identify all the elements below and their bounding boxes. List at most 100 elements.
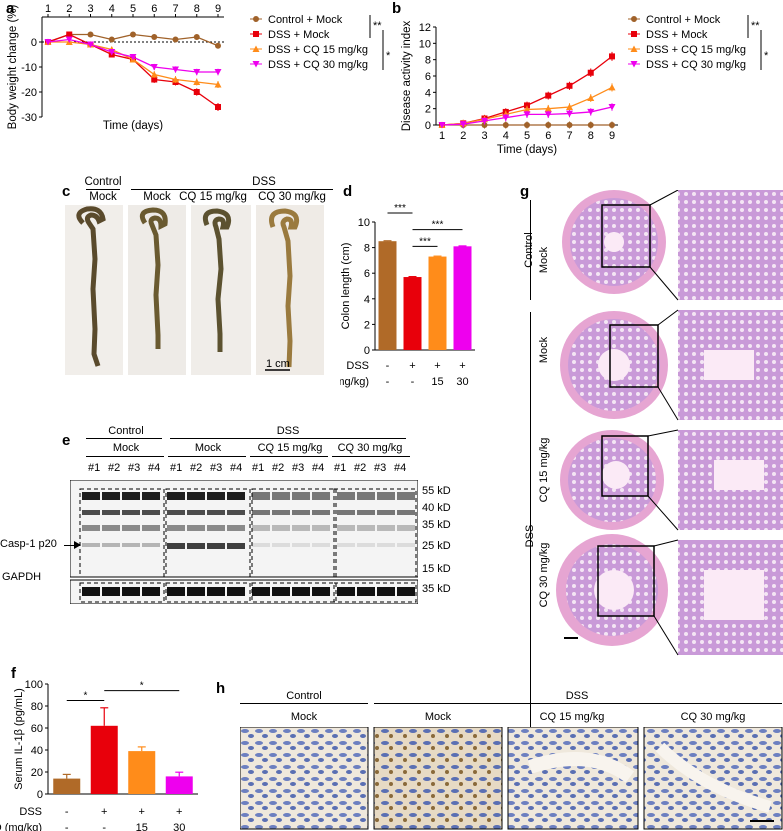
band-casp1-p20 [357,543,375,547]
e-control-line [86,438,162,439]
x-tick-label: 2 [460,130,466,142]
y-tick-label: 8 [364,243,370,255]
lane-label: #3 [128,462,141,474]
h-header-dss: DSS [565,690,589,702]
c-label-cq15: CQ 15 mg/kg [179,191,247,203]
g-label-cq30: CQ 30 mg/kg [538,542,550,608]
e-sub-cq30: CQ 30 mg/kg [337,442,403,454]
data-point [544,105,552,112]
data-point [608,104,616,111]
band-gapdh [142,587,160,596]
x-axis-label: Time (days) [497,144,557,156]
h-control-line [240,703,368,704]
panel-label-h: h [216,680,226,697]
arrow-right-icon [74,541,81,549]
band-35kd [272,525,290,531]
y-tick-label: 10 [358,217,370,229]
data-point [193,89,200,95]
row-label-cq: CQ (mg/kg) [340,376,369,388]
panel-label-f: f [11,665,16,682]
band-casp1-p20 [167,543,185,549]
band-40kd [207,510,225,515]
y-tick-label: 40 [31,745,43,757]
band-55kd [252,492,270,500]
data-point [566,103,573,111]
band-55kd [312,492,330,500]
band-55kd [142,492,160,500]
band-35kd [82,525,100,531]
legend-marker [630,61,638,68]
band-40kd [187,510,205,515]
band-casp1-p20 [397,543,415,547]
cq-row-value: 30 [173,822,185,831]
x-tick-label: 5 [524,130,530,142]
data-point [609,53,615,60]
colon-photo-panel [65,205,324,375]
band-35kd [292,525,310,531]
legend-label: Control + Mock [646,14,721,26]
cq-row-value: - [411,376,415,388]
band-55kd [337,492,355,500]
band-gapdh [292,587,310,596]
legend-label: DSS + Mock [268,29,330,41]
data-point [44,39,52,46]
legend-marker [252,61,260,68]
bar [453,246,472,350]
colon-dss-cq15 [202,208,232,352]
e-header-dss: DSS [276,425,300,437]
x-tick-label: 9 [215,3,221,15]
band-35kd [397,525,415,531]
h-label-cq15: CQ 15 mg/kg [539,711,605,723]
band-gapdh [252,587,270,596]
band-35kd [102,525,120,531]
band-55kd [207,492,225,500]
g-cq30-group: CQ 30 mg/kg [534,535,554,615]
data-point [481,122,488,128]
h-label-mock-control: Mock [290,711,318,723]
data-point [172,76,179,83]
data-point [587,108,595,116]
lane-label: #4 [394,462,407,474]
data-point [214,81,222,88]
lane-label: #4 [148,462,161,474]
band-55kd [167,492,185,500]
data-point [523,111,531,118]
lane-label: #2 [272,462,285,474]
band-gapdh [272,587,290,596]
dss-row-value: + [409,360,415,372]
data-point [193,69,201,76]
data-point [150,64,158,71]
data-point [129,54,137,61]
y-tick-label: 4 [425,87,431,99]
colon-dss-cq30 [269,208,300,368]
data-point [544,111,552,118]
e-casp-arrow [64,545,78,546]
chart-d: 0 2 4 6 8 10 Colon length (cm) - - + - +15 +30 DSS CQ … [340,203,475,388]
x-tick-label: 7 [172,3,178,15]
band-40kd [292,510,310,515]
panel-label-g: g [520,183,530,200]
y-tick-label: 10 [419,38,431,50]
lane-label: #1 [170,462,183,474]
e-sub-mock-control: Mock [112,442,140,454]
e-sub-line-2 [168,456,246,457]
e-dss-line [170,438,406,439]
band-40kd [142,510,160,515]
y-tick-label: -10 [21,62,37,74]
bar [53,778,81,794]
data-point [438,122,446,129]
band-casp1-p20 [292,543,310,547]
cq-row-value: - [102,822,106,831]
band-gapdh [82,587,100,596]
panel-label-c: c [62,183,71,200]
data-point [214,69,222,76]
dss-row-value: - [386,360,390,372]
e-lane-labels: #1 #2 #3 #4 #1 #2 #3 #4 #1 #2 #3 #4 #1 #2 #3 #4 [86,462,412,476]
e-marker-40: 40 kD [422,502,451,514]
band-gapdh [357,587,375,596]
band-55kd [102,492,120,500]
legend-label: DSS + CQ 30 mg/kg [646,59,746,71]
data-point [502,122,509,128]
bar [128,751,156,794]
band-casp1-p20 [227,543,245,549]
